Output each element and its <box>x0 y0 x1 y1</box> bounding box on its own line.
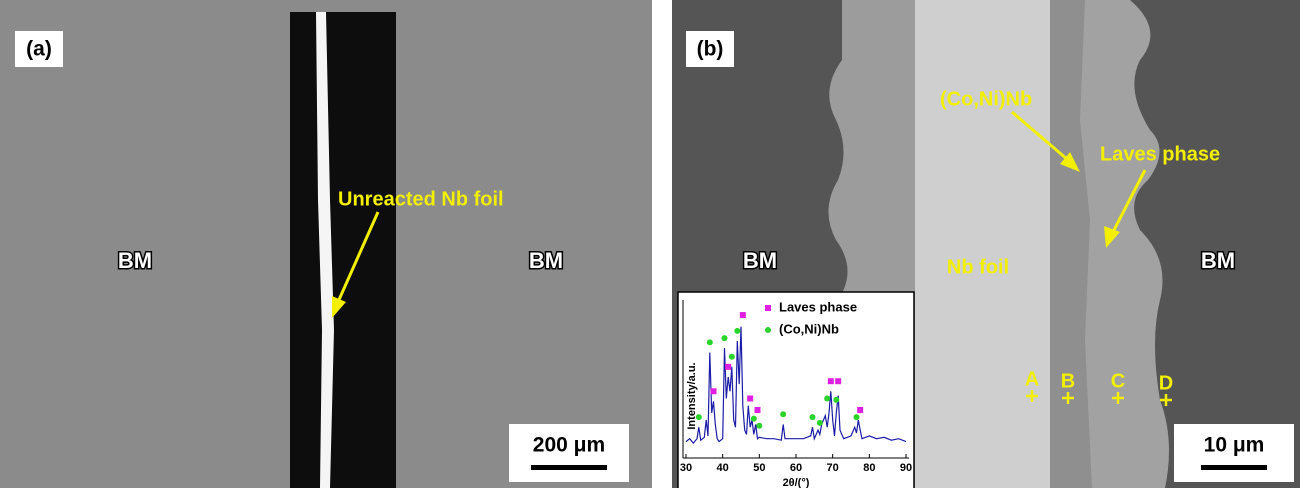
point-label: B <box>1061 370 1075 392</box>
peak-marker <box>722 335 728 341</box>
x-tick-label: 30 <box>680 462 692 474</box>
x-tick-label: 90 <box>900 462 912 474</box>
peak-marker <box>734 328 740 334</box>
x-tick-label: 50 <box>753 462 765 474</box>
x-axis-label: 2θ/(°) <box>783 477 810 488</box>
peak-marker <box>747 395 753 401</box>
peak-marker <box>729 354 735 360</box>
label: BM <box>743 248 777 273</box>
nb-foil <box>915 0 1050 488</box>
legend-marker <box>765 327 771 333</box>
peak-marker <box>711 388 717 394</box>
peak-marker <box>857 407 863 413</box>
peak-marker <box>696 414 702 420</box>
panel-label: (b) <box>697 38 724 61</box>
peak-marker <box>835 378 841 384</box>
x-tick-label: 40 <box>717 462 729 474</box>
peak-marker <box>824 395 830 401</box>
scale-bar <box>531 465 607 470</box>
legend-label: (Co,Ni)Nb <box>779 321 839 336</box>
x-tick-label: 70 <box>827 462 839 474</box>
panel-a: (a) BM BM Unreacted Nb foil 200 μm <box>0 0 652 488</box>
point-label: A <box>1025 368 1039 390</box>
scale-bar <box>1201 465 1267 470</box>
peak-marker <box>751 416 757 422</box>
peak-marker <box>756 423 762 429</box>
point-label: C <box>1111 370 1125 392</box>
annotation: (Co,Ni)Nb <box>940 88 1032 110</box>
peak-marker <box>755 407 761 413</box>
xrd-inset: Intensity/a.u. 2θ/(°) 30 40 50 60 70 80 90 Lave… <box>678 292 914 488</box>
y-axis-label: Intensity/a.u. <box>686 362 698 429</box>
panel-label: (a) <box>26 38 52 61</box>
peak-marker <box>828 378 834 384</box>
x-tick-label: 60 <box>790 462 802 474</box>
peak-marker <box>725 364 731 370</box>
annotation: Unreacted Nb foil <box>338 188 504 210</box>
legend-label: Laves phase <box>779 299 857 314</box>
point-label: D <box>1159 372 1173 394</box>
legend-marker <box>765 305 771 311</box>
peak-marker <box>740 312 746 318</box>
scale-label: 200 μm <box>533 434 605 457</box>
peak-marker <box>810 414 816 420</box>
peak-marker <box>707 339 713 345</box>
label: BM <box>529 248 563 273</box>
peak-marker <box>854 414 860 420</box>
annotation: Laves phase <box>1100 143 1220 165</box>
label: Nb foil <box>947 256 1009 278</box>
peak-marker <box>833 397 839 403</box>
scale-label: 10 μm <box>1204 434 1265 457</box>
reaction-zone <box>290 12 396 488</box>
peak-marker <box>817 420 823 426</box>
figure: (a) BM BM Unreacted Nb foil 200 μm (b) (… <box>0 0 1300 488</box>
label: BM <box>1201 248 1235 273</box>
peak-marker <box>780 411 786 417</box>
label: BM <box>118 248 152 273</box>
x-tick-label: 80 <box>863 462 875 474</box>
